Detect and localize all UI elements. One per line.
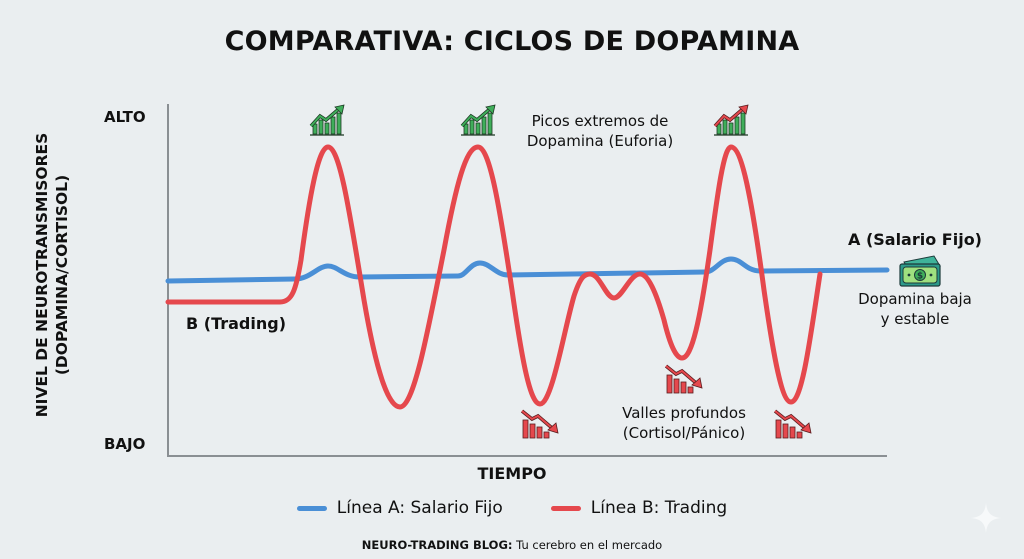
legend-swatch-red [550, 505, 581, 511]
chart-down-icon [773, 409, 812, 439]
footer-brand: NEURO-TRADING BLOG: [361, 538, 513, 552]
valleys-annotation-line2: (Cortisol/Pánico) [622, 424, 746, 442]
valleys-annotation: Valles profundos (Cortisol/Pánico) [594, 403, 774, 443]
money-bill-icon: $ [899, 255, 941, 287]
peaks-annotation: Picos extremos de Dopamina (Euforia) [505, 111, 695, 151]
line-a-description-line1: Dopamina baja [858, 290, 972, 308]
legend-item-line-a: Línea A: Salario Fijo [296, 498, 503, 518]
sparkle-icon [971, 503, 1001, 533]
line-a-label: A (Salario Fijo) [847, 230, 982, 249]
line-b-label: B (Trading) [186, 314, 287, 333]
chart-up-icon [309, 104, 345, 136]
y-tick-high: ALTO [104, 108, 146, 126]
chart-down-icon [664, 364, 703, 394]
line-a-description: Dopamina baja y estable [830, 289, 1000, 329]
line-a-description-line2: y estable [880, 310, 950, 328]
line-a-salario-fijo [165, 256, 890, 284]
chart-down-icon [520, 409, 559, 439]
chart-up-icon [460, 104, 496, 136]
svg-text:$: $ [917, 272, 923, 282]
chart-title: COMPARATIVA: CICLOS DE DOPAMINA [224, 26, 800, 57]
legend-swatch-blue [296, 505, 327, 511]
footer: NEURO-TRADING BLOG: Tu cerebro en el mer… [0, 538, 1024, 552]
legend-label-line-b: Línea B: Trading [590, 498, 728, 518]
legend-item-line-b: Línea B: Trading [550, 498, 728, 518]
y-tick-low: BAJO [104, 435, 146, 453]
peaks-annotation-line2: Dopamina (Euforia) [526, 132, 674, 150]
valleys-annotation-line1: Valles profundos [622, 404, 746, 422]
x-axis-label: TIEMPO [477, 464, 547, 483]
legend: Línea A: Salario Fijo Línea B: Trading [0, 498, 1024, 518]
chart-up-red-arrow-icon [713, 104, 749, 136]
legend-label-line-a: Línea A: Salario Fijo [336, 498, 503, 518]
line-b-trading [165, 144, 823, 410]
peaks-annotation-line1: Picos extremos de [531, 112, 669, 130]
footer-tagline: Tu cerebro en el mercado [512, 538, 663, 552]
